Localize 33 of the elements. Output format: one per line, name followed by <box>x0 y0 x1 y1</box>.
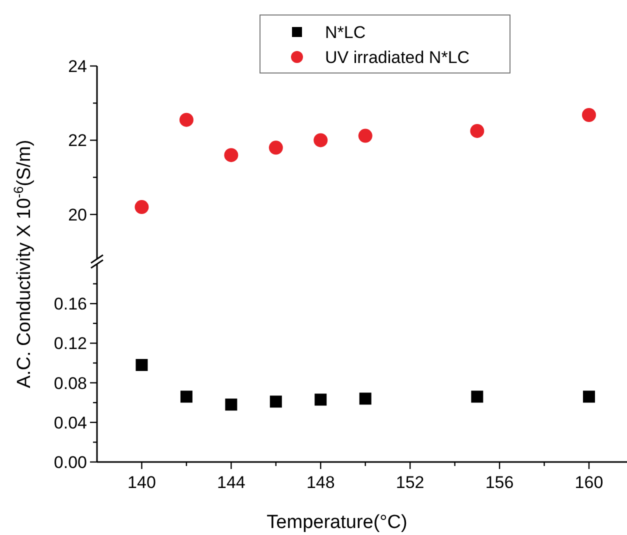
point <box>134 200 149 214</box>
y-tick-label: 0.08 <box>54 374 87 393</box>
point <box>136 358 148 371</box>
y-tick-label: 0.04 <box>54 413 87 432</box>
point <box>314 394 327 406</box>
point <box>359 392 372 405</box>
y-tick-label: 0.12 <box>54 334 87 354</box>
x-tick-label: 148 <box>306 473 335 492</box>
point <box>358 128 372 143</box>
x-tick-label: 144 <box>216 473 246 492</box>
x-tick-label: 156 <box>485 473 514 492</box>
point <box>224 148 238 162</box>
point <box>270 396 282 408</box>
x-tick-label: 160 <box>574 473 604 492</box>
y-tick-label: 20 <box>68 205 87 224</box>
legend-label: N*LC <box>325 22 366 42</box>
point <box>582 108 596 122</box>
x-axis-title: Temperature(°C) <box>266 512 408 533</box>
point <box>470 124 484 138</box>
x-tick-label: 140 <box>128 473 156 492</box>
point <box>180 390 192 403</box>
y-tick-label: 24 <box>68 56 87 76</box>
x-tick-label: 152 <box>396 473 424 492</box>
point <box>268 140 283 155</box>
legend-label: UV irradiated N*LC <box>325 48 470 67</box>
point <box>314 133 328 148</box>
point <box>471 390 484 403</box>
y-tick-label: 22 <box>68 131 87 150</box>
point <box>179 112 194 127</box>
y-tick-label: 0.16 <box>54 294 87 314</box>
point <box>225 398 238 411</box>
y-tick-label: 0.00 <box>54 452 87 472</box>
point <box>582 390 595 403</box>
